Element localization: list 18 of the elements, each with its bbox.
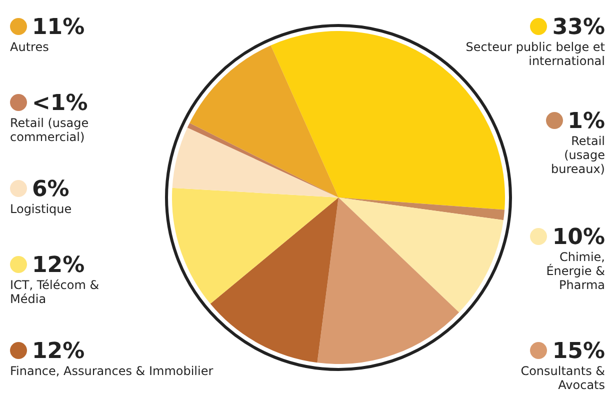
data-label: 11%	[31, 15, 86, 40]
legend-label: Chimie, Énergie & Pharma	[545, 250, 605, 292]
legend-label: Autres	[10, 40, 50, 54]
legend-label: Logistique	[10, 202, 73, 216]
legend-label: Finance, Assurances & Immobilier	[10, 364, 214, 378]
data-label: 15%	[551, 339, 605, 364]
data-label: 12%	[31, 253, 86, 278]
legend-label: Retail (usage commercial)	[10, 116, 90, 144]
data-label: 10%	[551, 225, 605, 250]
legend-label: ICT, Télécom & Média	[10, 278, 100, 306]
legend-label: Consultants & Avocats	[520, 364, 605, 392]
data-label: 1%	[566, 109, 605, 134]
data-label: <1%	[31, 91, 89, 116]
legend-label: Retail (usage bureaux)	[550, 134, 605, 176]
legend-label: Secteur public belge et international	[464, 40, 605, 68]
data-label: 33%	[551, 15, 605, 40]
data-label: 6%	[31, 177, 70, 202]
data-label: 12%	[31, 339, 86, 364]
